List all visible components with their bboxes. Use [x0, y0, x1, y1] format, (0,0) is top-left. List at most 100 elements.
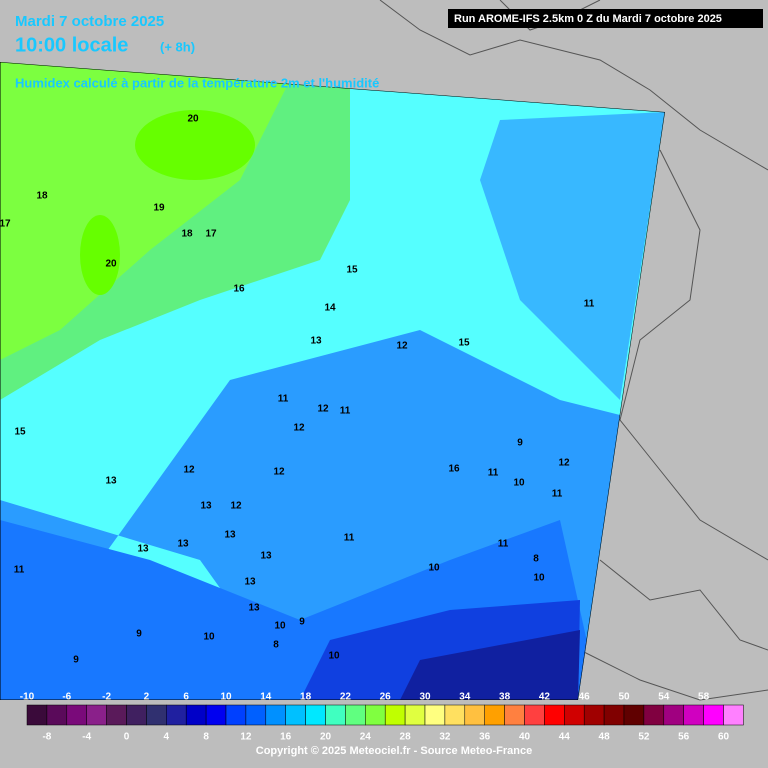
scale-label: 20 — [320, 732, 332, 743]
color-swatch — [504, 704, 525, 726]
color-swatch — [365, 704, 386, 726]
scale-label: 18 — [300, 692, 312, 703]
contour-label: 12 — [396, 341, 408, 352]
scale-label: 52 — [638, 732, 650, 743]
color-swatch — [524, 704, 545, 726]
scale-label: 48 — [599, 732, 611, 743]
borders — [379, 0, 768, 701]
contour-label: 11 — [340, 406, 351, 417]
color-swatch — [623, 704, 645, 726]
contour-label: 13 — [177, 539, 189, 550]
scale-label: 0 — [124, 732, 130, 743]
contour-label: 11 — [498, 539, 509, 550]
contour-label: 11 — [344, 533, 355, 544]
color-swatch — [26, 704, 48, 726]
contour-label: 14 — [324, 303, 336, 314]
contour-label: 12 — [317, 404, 329, 415]
scale-label: 50 — [618, 692, 630, 703]
contour-label: 10 — [513, 478, 525, 489]
contour-label: 16 — [448, 464, 460, 475]
scale-label: 28 — [400, 732, 412, 743]
color-swatch — [66, 704, 87, 726]
scale-label: 6 — [183, 692, 189, 703]
contour-label: 12 — [558, 458, 570, 469]
scale-label: -2 — [102, 692, 111, 703]
contour-label: 9 — [299, 617, 305, 628]
time: 10:00 locale — [15, 34, 128, 56]
color-swatch — [46, 704, 68, 726]
contour-label: 10 — [533, 573, 545, 584]
contour-label: 12 — [183, 465, 195, 476]
scale-label: 8 — [203, 732, 209, 743]
contour-label: 10 — [203, 632, 215, 643]
color-swatch — [384, 704, 406, 726]
color-swatch — [703, 704, 724, 726]
contour-label: 13 — [200, 501, 212, 512]
contour-label: 12 — [230, 501, 242, 512]
contour-label: 11 — [488, 468, 499, 479]
contour-label: 20 — [187, 114, 199, 125]
color-swatch — [683, 704, 704, 726]
contour-label: 9 — [517, 438, 523, 449]
contour-label: 9 — [136, 629, 142, 640]
contour-label: 8 — [533, 554, 539, 565]
contour-label: 13 — [244, 577, 256, 588]
scale-label: 16 — [280, 732, 292, 743]
scale-label: 22 — [340, 692, 352, 703]
contour-label: 13 — [224, 530, 236, 541]
color-swatch — [663, 704, 684, 726]
color-swatch — [404, 704, 426, 726]
color-swatch — [325, 704, 346, 726]
scale-label: 42 — [539, 692, 551, 703]
scale-label: 12 — [240, 732, 252, 743]
scale-label: 38 — [499, 692, 511, 703]
color-swatch — [564, 704, 585, 726]
color-scale: -10 -6 -2 2 6 10 14 18 22 26 30 34 38 42 46 50 54 58-8 -4 0… — [20, 692, 744, 743]
scale-label: 56 — [678, 732, 690, 743]
color-swatch — [86, 704, 107, 726]
scale-label: 54 — [658, 692, 670, 703]
scale-label: -6 — [62, 692, 71, 703]
scale-label: 26 — [380, 692, 392, 703]
scale-label: 40 — [519, 732, 531, 743]
contour-label: 18 — [36, 191, 48, 202]
scale-label: 4 — [164, 732, 170, 743]
color-swatch — [166, 704, 187, 726]
contour-label: 8 — [273, 640, 279, 651]
scale-label: 24 — [360, 732, 372, 743]
scale-label: 46 — [579, 692, 591, 703]
run-box — [448, 9, 763, 28]
subtitle: Humidex calculé à partir de la températu… — [15, 75, 379, 90]
scale-label: 10 — [220, 692, 232, 703]
color-swatch — [484, 704, 505, 726]
color-swatch — [583, 704, 605, 726]
contour-label: 13 — [310, 336, 322, 347]
color-swatch — [444, 704, 466, 726]
contour-label: 16 — [233, 284, 245, 295]
contour-label: 10 — [274, 621, 286, 632]
scale-label: 32 — [439, 732, 451, 743]
contour-label: 15 — [458, 338, 470, 349]
color-swatch — [205, 704, 227, 726]
contour-label: 15 — [346, 265, 358, 276]
contour-label: 11 — [552, 489, 563, 500]
contour-label: 10 — [428, 563, 440, 574]
date: Mardi 7 octobre 2025 — [15, 13, 164, 30]
contour-label: 9 — [73, 655, 79, 666]
scale-label: 34 — [459, 692, 471, 703]
contour-label: 19 — [153, 203, 165, 214]
contour-label: 13 — [260, 551, 272, 562]
contour-label: 17 — [205, 229, 217, 240]
color-swatch — [185, 704, 207, 726]
scale-label: 30 — [419, 692, 431, 703]
scale-label: 58 — [698, 692, 710, 703]
scale-label: 60 — [718, 732, 730, 743]
contour-label: 20 — [105, 259, 117, 270]
scale-label: -10 — [20, 692, 35, 703]
scale-label: 2 — [144, 692, 150, 703]
color-swatch — [305, 704, 326, 726]
color-swatch — [285, 704, 306, 726]
color-swatch — [225, 704, 247, 726]
